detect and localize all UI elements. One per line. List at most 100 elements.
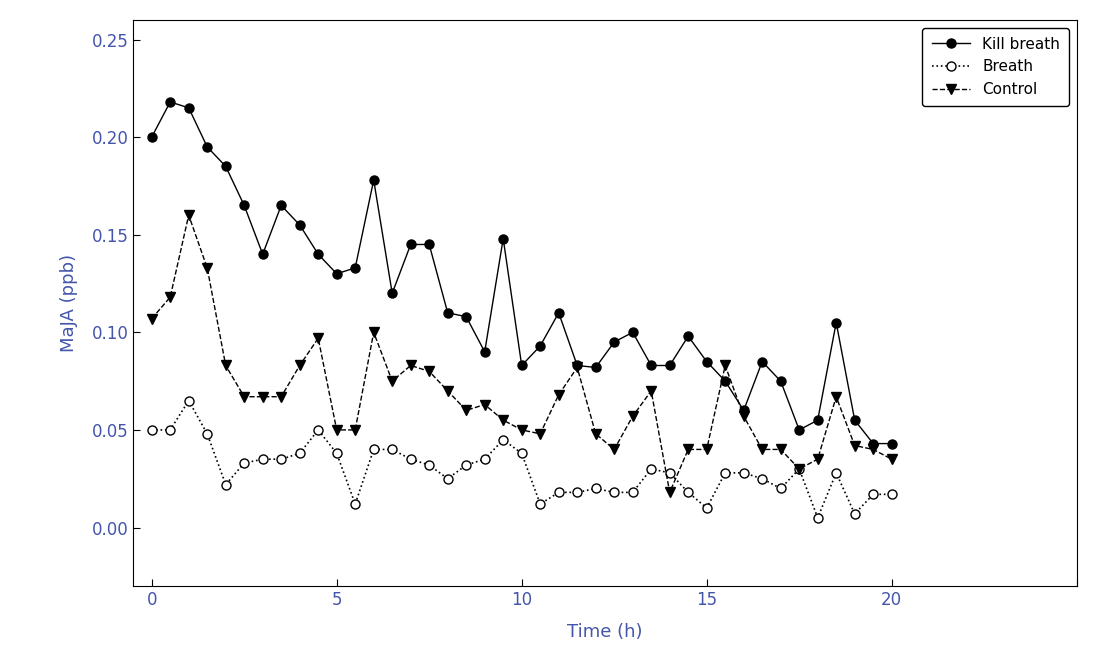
Kill breath [682,332,695,340]
Kill breath [367,176,381,184]
Kill breath [515,362,528,370]
Control [626,412,639,420]
Control [607,446,620,454]
Control [682,446,695,454]
Breath [885,490,898,498]
Breath [496,436,509,444]
Kill breath [293,221,306,229]
Control [848,442,861,450]
Control [867,446,880,454]
Breath [330,450,343,458]
Kill breath [571,362,584,370]
Breath [848,510,861,518]
Breath [478,455,492,463]
Breath [145,426,159,434]
Kill breath [867,440,880,448]
Control [589,430,603,438]
Control [793,465,806,473]
Kill breath [496,234,509,242]
Control [349,426,362,434]
Breath [312,426,325,434]
Line: Control: Control [147,210,897,498]
Breath [460,461,473,469]
Kill breath [219,163,232,170]
Breath [293,450,306,458]
Control [238,393,251,401]
Control [645,387,658,395]
Breath [423,461,436,469]
Kill breath [460,313,473,321]
Control [367,328,381,336]
Control [552,391,565,399]
Control [312,334,325,342]
Control [774,446,787,454]
Kill breath [607,338,620,346]
Breath [552,488,565,496]
Breath [811,513,825,521]
Breath [274,455,287,463]
Control [737,412,750,420]
Breath [626,488,639,496]
Control [423,368,436,376]
Kill breath [385,289,398,297]
Breath [867,490,880,498]
Breath [238,459,251,467]
Kill breath [163,98,176,106]
Kill breath [423,240,436,248]
Kill breath [829,318,842,326]
Control [756,446,769,454]
Kill breath [626,328,639,336]
Control [718,362,731,370]
Kill breath [478,348,492,356]
Control [829,393,842,401]
Control [219,362,232,370]
Legend: Kill breath, Breath, Control: Kill breath, Breath, Control [922,27,1069,107]
Breath [256,455,270,463]
Control [385,377,398,385]
Control [256,393,270,401]
Control [663,488,676,496]
Kill breath [274,201,287,209]
Control [274,393,287,401]
Breath [219,481,232,489]
Control [571,364,584,372]
X-axis label: Time (h): Time (h) [567,623,643,641]
Breath [645,465,658,473]
Breath [700,504,714,512]
Breath [829,469,842,477]
Control [404,362,417,370]
Breath [349,500,362,508]
Breath [441,475,454,483]
Kill breath [848,416,861,424]
Kill breath [256,250,270,258]
Kill breath [774,377,787,385]
Kill breath [534,342,547,350]
Line: Breath: Breath [148,396,896,522]
Kill breath [700,358,714,366]
Breath [682,488,695,496]
Control [145,314,159,322]
Kill breath [441,309,454,317]
Breath [793,465,806,473]
Breath [607,488,620,496]
Kill breath [330,270,343,278]
Breath [201,430,214,438]
Breath [718,469,731,477]
Breath [182,397,195,405]
Breath [756,475,769,483]
Breath [163,426,176,434]
Control [811,455,825,463]
Control [460,406,473,414]
Control [700,446,714,454]
Breath [571,488,584,496]
Control [201,264,214,272]
Kill breath [349,264,362,272]
Kill breath [238,201,251,209]
Kill breath [404,240,417,248]
Kill breath [145,133,159,141]
Control [496,416,509,424]
Breath [589,484,603,492]
Kill breath [737,406,750,414]
Breath [367,446,381,454]
Kill breath [718,377,731,385]
